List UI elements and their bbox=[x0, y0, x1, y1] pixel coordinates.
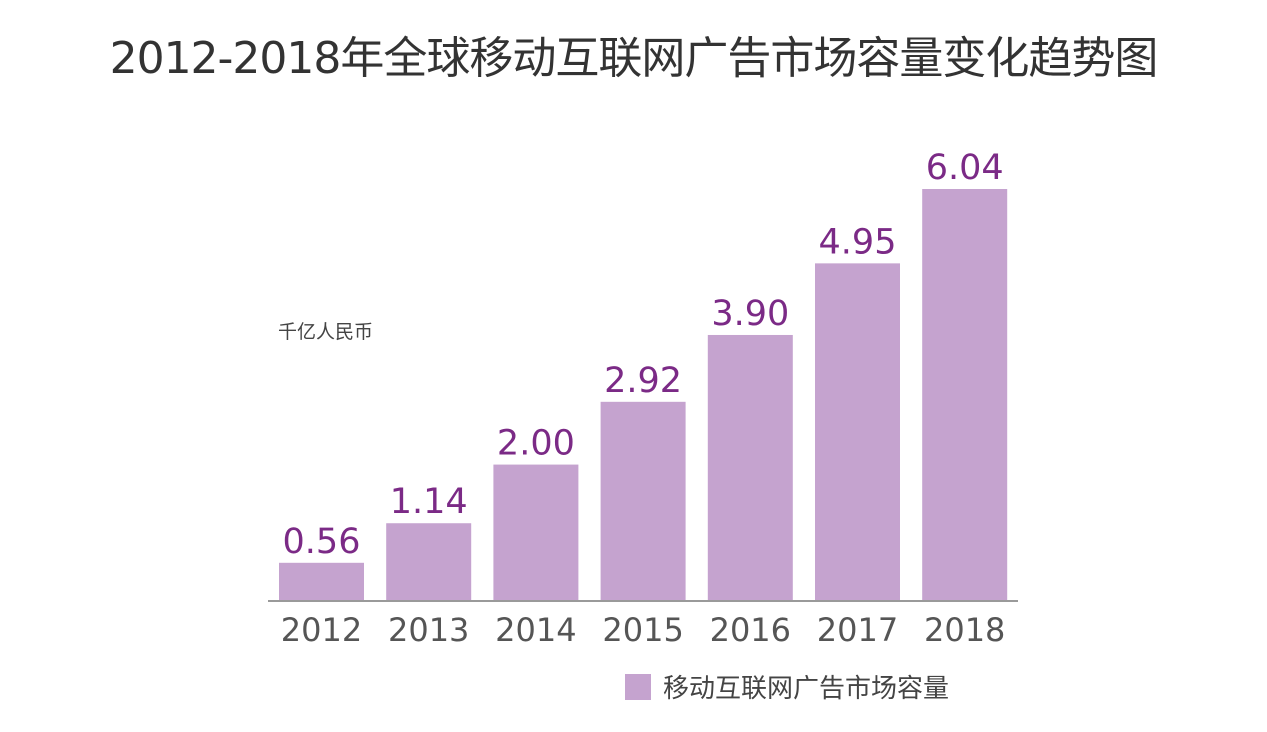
x-tick-label-2018: 2018 bbox=[924, 611, 1005, 649]
x-tick-labels-group: 2012 2013 2014 2015 2016 2017 2018 bbox=[281, 611, 1006, 649]
bar-2015 bbox=[600, 401, 686, 601]
bars-group bbox=[279, 189, 1008, 601]
legend-label: 移动互联网广告市场容量 bbox=[663, 674, 950, 704]
value-label-2015: 2.92 bbox=[604, 361, 682, 401]
bar-2017 bbox=[815, 263, 900, 601]
bar-2012 bbox=[279, 562, 364, 601]
value-label-2016: 3.90 bbox=[711, 294, 789, 334]
bar-2014 bbox=[493, 464, 579, 601]
x-tick-label-2013: 2013 bbox=[388, 611, 469, 649]
x-tick-label-2012: 2012 bbox=[281, 611, 362, 649]
bar-2013 bbox=[386, 523, 472, 601]
value-labels-group: 0.56 1.14 2.00 2.92 3.90 4.95 6.04 bbox=[283, 148, 1004, 562]
legend-swatch bbox=[625, 673, 651, 700]
legend: 移动互联网广告市场容量 bbox=[625, 668, 949, 705]
value-label-2012: 0.56 bbox=[283, 522, 361, 562]
y-axis-unit-label: 千亿人民币 bbox=[278, 321, 374, 343]
x-tick-label-2017: 2017 bbox=[817, 611, 898, 649]
value-label-2018: 6.04 bbox=[926, 148, 1004, 188]
bar-2016 bbox=[707, 334, 793, 601]
x-tick-label-2015: 2015 bbox=[602, 611, 683, 649]
chart-title: 2012-2018年全球移动互联网广告市场容量变化趋势图 bbox=[109, 33, 1159, 84]
x-tick-label-2014: 2014 bbox=[495, 611, 576, 649]
bar-2018 bbox=[922, 189, 1008, 601]
value-label-2017: 4.95 bbox=[819, 222, 897, 262]
x-tick-label-2016: 2016 bbox=[710, 611, 791, 649]
value-label-2014: 2.00 bbox=[497, 424, 575, 464]
value-label-2013: 1.14 bbox=[390, 482, 468, 522]
